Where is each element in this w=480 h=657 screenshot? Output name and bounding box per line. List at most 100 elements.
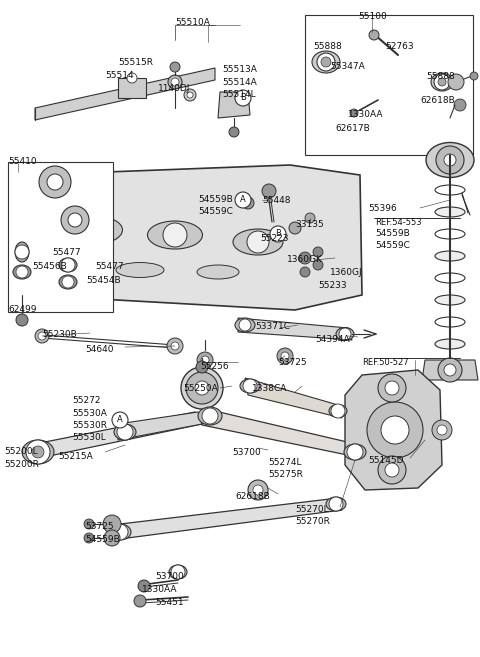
Bar xyxy=(8,162,113,312)
Ellipse shape xyxy=(240,379,260,393)
Text: 55514A: 55514A xyxy=(222,78,257,87)
Circle shape xyxy=(26,440,50,464)
Ellipse shape xyxy=(15,242,29,262)
Circle shape xyxy=(202,408,218,424)
Text: 55888: 55888 xyxy=(313,42,342,51)
Polygon shape xyxy=(28,165,362,310)
Circle shape xyxy=(438,78,446,86)
Circle shape xyxy=(299,252,311,264)
Circle shape xyxy=(347,444,363,460)
Circle shape xyxy=(68,213,82,227)
Text: 54559B: 54559B xyxy=(198,195,233,204)
Text: B: B xyxy=(240,93,246,102)
Polygon shape xyxy=(202,408,362,458)
Circle shape xyxy=(167,338,183,354)
Text: 55514L: 55514L xyxy=(222,90,256,99)
Ellipse shape xyxy=(233,229,283,255)
Text: 55514: 55514 xyxy=(105,71,133,80)
Ellipse shape xyxy=(181,367,223,409)
Circle shape xyxy=(112,524,128,540)
Circle shape xyxy=(35,329,49,343)
Circle shape xyxy=(262,184,276,198)
Text: REF.50-527: REF.50-527 xyxy=(362,358,408,367)
Circle shape xyxy=(253,485,263,495)
Ellipse shape xyxy=(435,339,465,349)
Circle shape xyxy=(16,266,28,278)
Text: 55510A: 55510A xyxy=(175,18,210,27)
Text: 55270R: 55270R xyxy=(295,517,330,526)
Circle shape xyxy=(300,267,310,277)
Circle shape xyxy=(235,90,251,106)
Text: 55270L: 55270L xyxy=(295,505,329,514)
Text: 55100: 55100 xyxy=(358,12,387,21)
Polygon shape xyxy=(422,360,478,380)
Text: 62618B: 62618B xyxy=(420,96,455,105)
Circle shape xyxy=(242,197,254,209)
Ellipse shape xyxy=(435,185,465,195)
Text: 55410: 55410 xyxy=(8,157,36,166)
Text: 55530R: 55530R xyxy=(72,421,107,430)
Polygon shape xyxy=(218,92,250,118)
Ellipse shape xyxy=(435,295,465,305)
Polygon shape xyxy=(35,68,215,120)
Circle shape xyxy=(434,74,450,90)
Circle shape xyxy=(331,404,345,418)
Circle shape xyxy=(289,222,301,234)
Circle shape xyxy=(281,352,289,360)
Ellipse shape xyxy=(435,273,465,283)
Ellipse shape xyxy=(431,73,453,91)
Circle shape xyxy=(317,53,335,71)
Text: A: A xyxy=(117,415,123,424)
Ellipse shape xyxy=(109,524,131,540)
Text: A: A xyxy=(240,196,246,204)
Circle shape xyxy=(305,213,315,223)
Circle shape xyxy=(196,361,208,373)
Circle shape xyxy=(247,231,269,253)
Text: 54640: 54640 xyxy=(85,345,113,354)
Text: 53371C: 53371C xyxy=(255,322,290,331)
Text: 55454B: 55454B xyxy=(86,276,120,285)
Ellipse shape xyxy=(197,265,239,279)
Polygon shape xyxy=(345,370,442,490)
Text: 55477: 55477 xyxy=(95,262,124,271)
Bar xyxy=(118,78,146,98)
Polygon shape xyxy=(320,55,445,85)
Circle shape xyxy=(104,530,120,546)
Circle shape xyxy=(378,456,406,484)
Circle shape xyxy=(444,364,456,376)
Circle shape xyxy=(47,174,63,190)
Circle shape xyxy=(186,372,218,404)
Circle shape xyxy=(313,247,323,257)
Ellipse shape xyxy=(13,265,31,279)
Text: 55530A: 55530A xyxy=(72,409,107,418)
Text: 52763: 52763 xyxy=(385,42,414,51)
Text: 54559C: 54559C xyxy=(375,241,410,250)
Circle shape xyxy=(229,127,239,137)
Text: 1330AA: 1330AA xyxy=(142,585,178,594)
Ellipse shape xyxy=(116,263,164,277)
Circle shape xyxy=(454,99,466,111)
Text: 55515R: 55515R xyxy=(118,58,153,67)
Text: 1360GJ: 1360GJ xyxy=(330,268,362,277)
Text: 53725: 53725 xyxy=(85,522,114,531)
Ellipse shape xyxy=(312,51,340,73)
Text: 62618B: 62618B xyxy=(235,492,270,501)
Bar xyxy=(305,15,473,155)
Polygon shape xyxy=(118,412,202,440)
Circle shape xyxy=(235,192,251,208)
Text: 55396: 55396 xyxy=(368,204,397,213)
Circle shape xyxy=(350,109,358,117)
Ellipse shape xyxy=(59,258,77,272)
Circle shape xyxy=(103,515,121,533)
Ellipse shape xyxy=(435,229,465,239)
Polygon shape xyxy=(238,318,352,340)
Circle shape xyxy=(171,565,185,579)
Text: 33135: 33135 xyxy=(295,220,324,229)
Polygon shape xyxy=(245,378,342,418)
Circle shape xyxy=(117,424,133,440)
Circle shape xyxy=(438,358,462,382)
Text: 55250A: 55250A xyxy=(183,384,218,393)
Ellipse shape xyxy=(147,221,203,249)
Text: 55230B: 55230B xyxy=(42,330,77,339)
Text: 55456B: 55456B xyxy=(32,262,67,271)
